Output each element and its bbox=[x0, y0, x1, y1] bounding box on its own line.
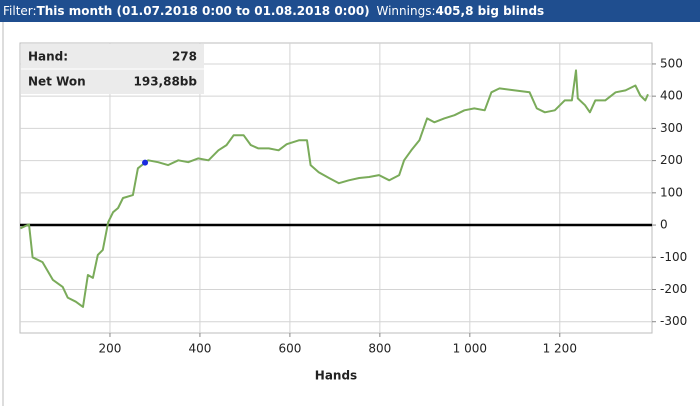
y-tick-label: 100 bbox=[660, 185, 683, 199]
y-tick-label: -100 bbox=[660, 250, 687, 264]
y-tick-label: -200 bbox=[660, 282, 687, 296]
tooltip-label: Net Won bbox=[28, 75, 86, 89]
x-axis-title: Hands bbox=[315, 369, 357, 383]
filter-bar: Filter:This month (01.07.2018 0:00 to 01… bbox=[0, 0, 700, 22]
tooltip-label: Hand: bbox=[28, 50, 68, 64]
x-tick-label: 1 000 bbox=[453, 342, 487, 356]
x-tick-label: 400 bbox=[188, 342, 211, 356]
y-tick-label: 300 bbox=[660, 121, 683, 135]
filter-label: Filter: bbox=[3, 4, 37, 18]
x-tick-label: 200 bbox=[99, 342, 122, 356]
y-tick-label: 400 bbox=[660, 89, 683, 103]
y-tick-label: -300 bbox=[660, 314, 687, 328]
highlight-point bbox=[142, 159, 149, 166]
y-tick-label: 0 bbox=[660, 218, 668, 232]
winnings-value: 405,8 big blinds bbox=[435, 4, 545, 18]
chart: -300 -200 -100 0 100 200 300 400 500 200 400 600 800… bbox=[2, 22, 687, 406]
x-tick-label: 1 200 bbox=[543, 342, 577, 356]
y-tick-label: 500 bbox=[660, 56, 683, 70]
winnings-label: Winnings: bbox=[376, 4, 436, 18]
filter-value: This month (01.07.2018 0:00 to 01.08.201… bbox=[36, 4, 370, 18]
tooltip-value: 278 bbox=[172, 50, 197, 64]
tooltip-value: 193,88bb bbox=[134, 75, 198, 89]
tooltip: Hand: 278 Net Won 193,88bb bbox=[21, 44, 204, 94]
x-tick-label: 600 bbox=[278, 342, 301, 356]
y-tick-label: 200 bbox=[660, 153, 683, 167]
series-line bbox=[19, 69, 649, 308]
x-tick-label: 800 bbox=[368, 342, 391, 356]
